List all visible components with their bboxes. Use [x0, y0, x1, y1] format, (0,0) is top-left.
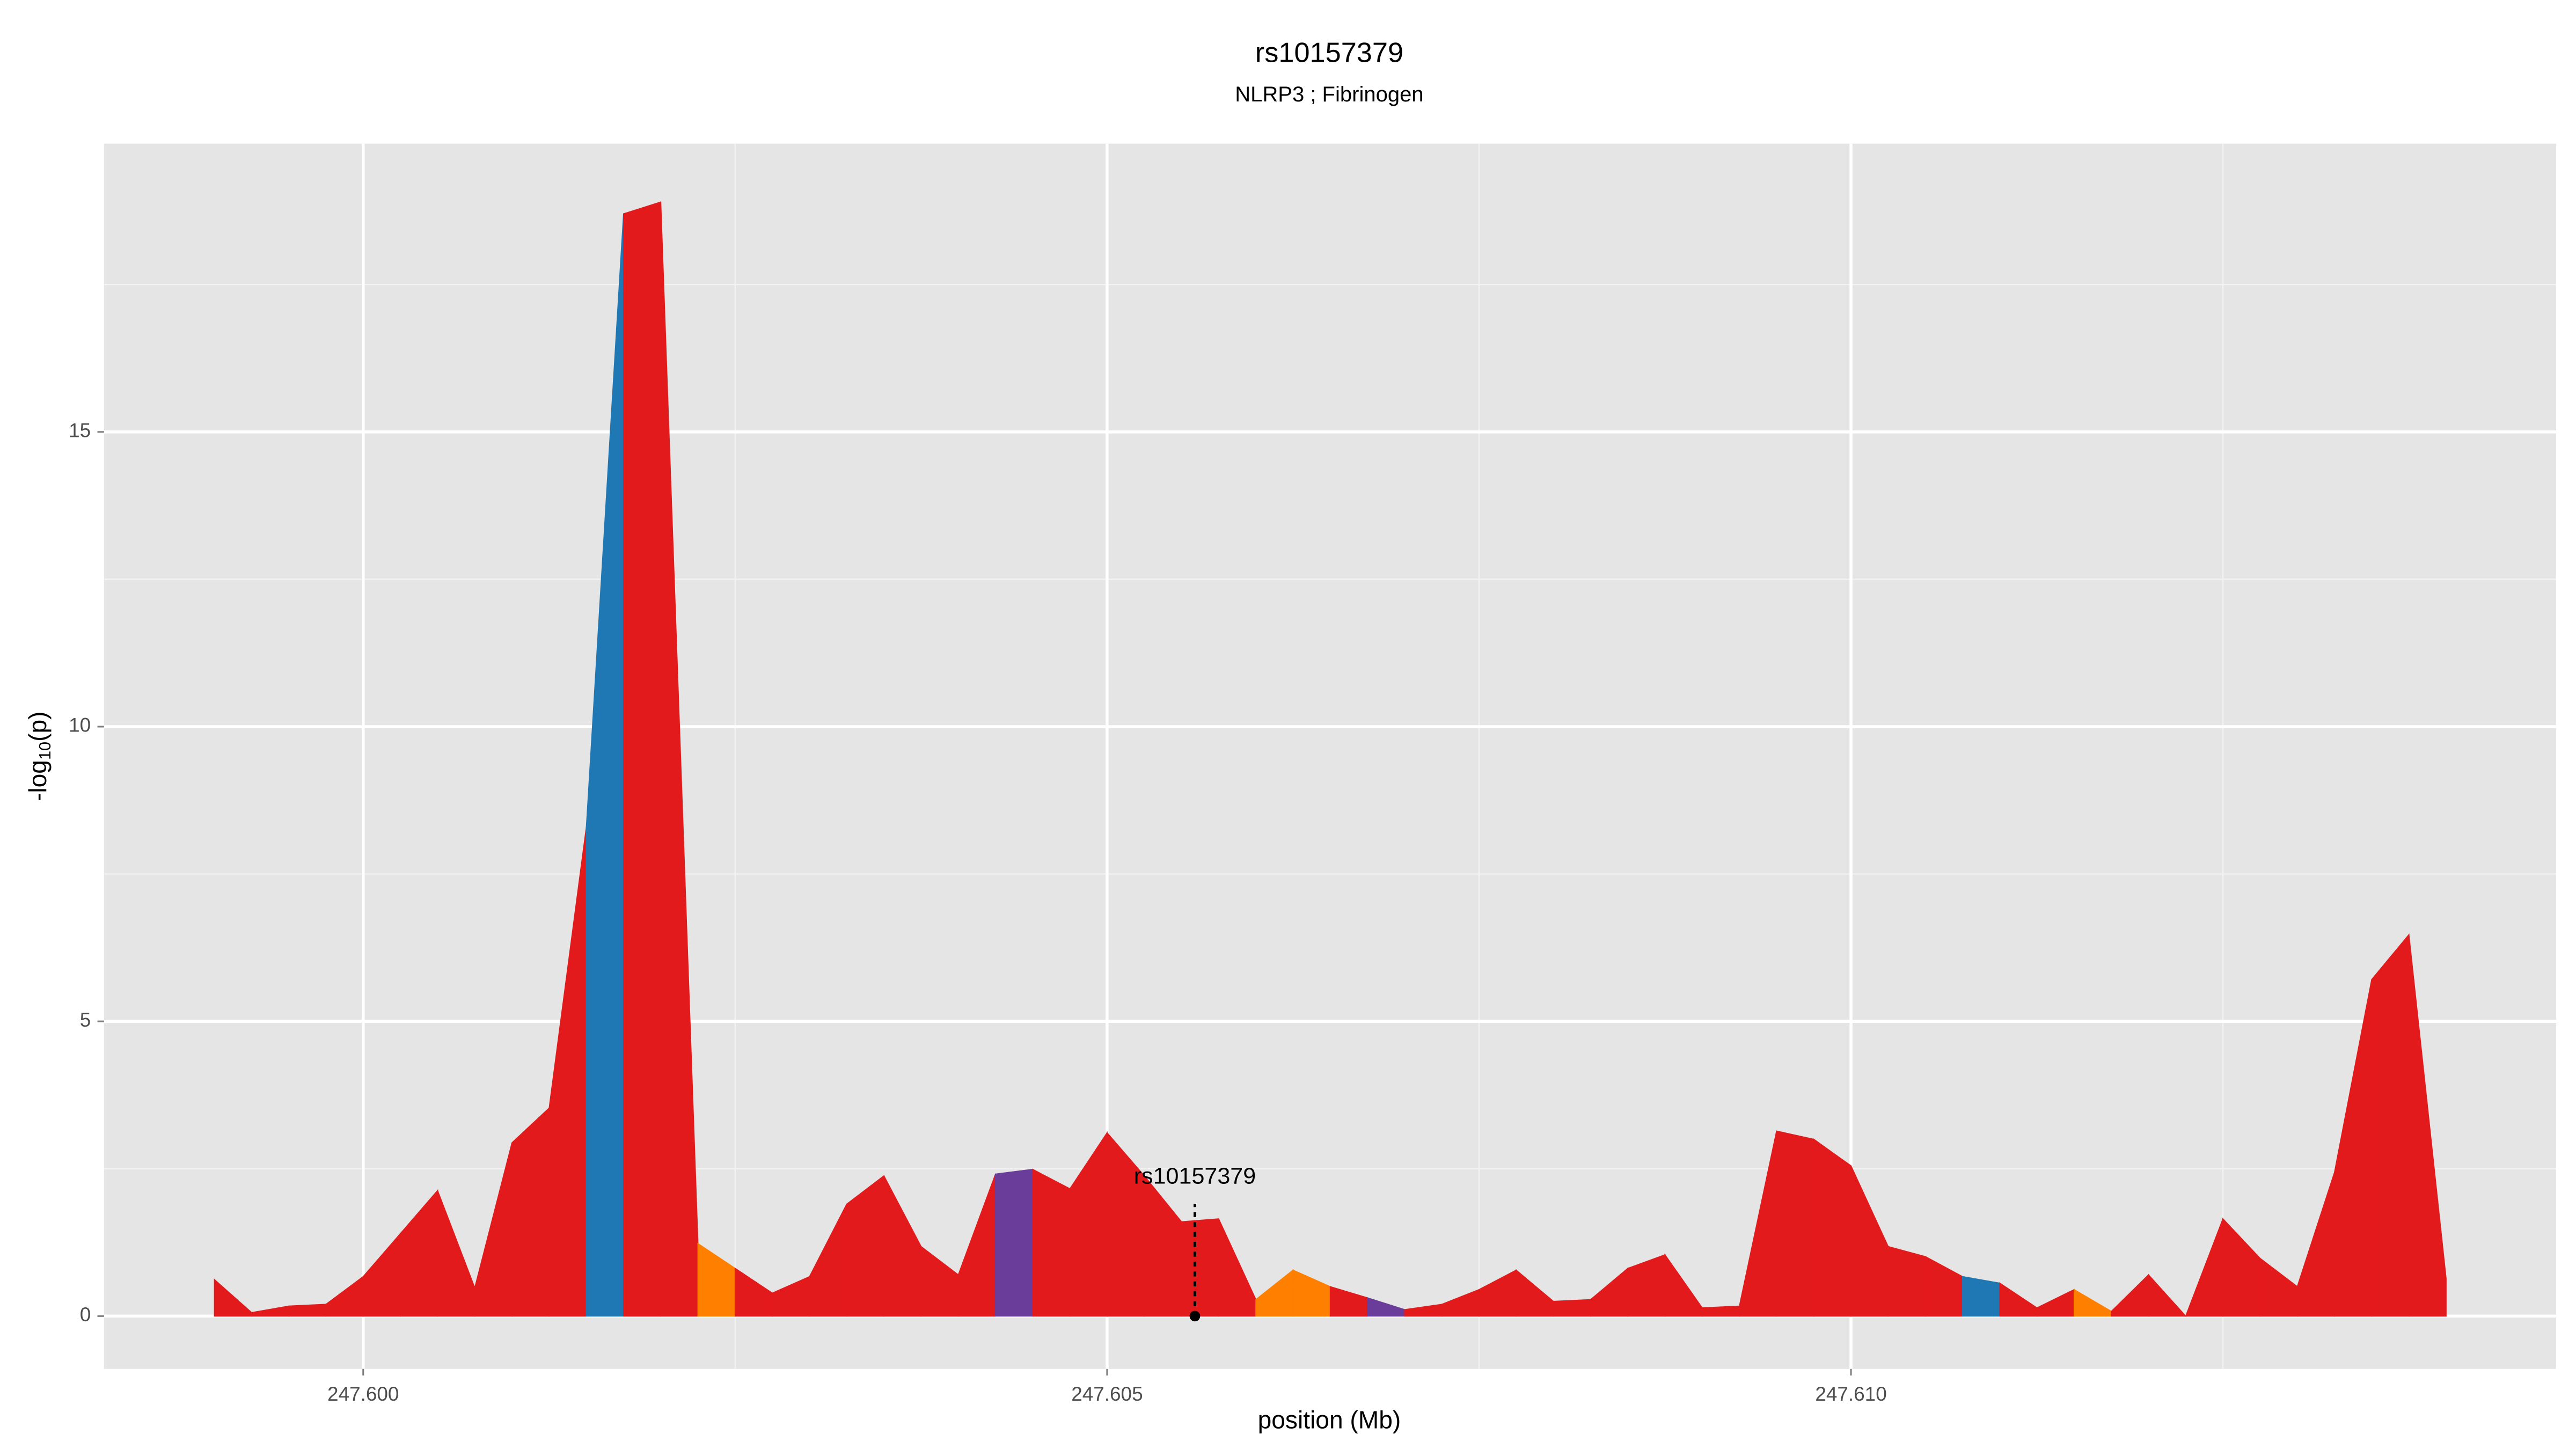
y-axis-label: -log10(p): [24, 711, 54, 801]
annotation-point: [1189, 1311, 1201, 1322]
area-segment: [1887, 1246, 1926, 1317]
x-tick-label: 247.605: [1071, 1383, 1143, 1405]
x-tick-label: 247.600: [327, 1383, 399, 1405]
area-segment: [1553, 1299, 1591, 1317]
y-label-base: -log: [24, 760, 52, 801]
area-segment: [1032, 1168, 1071, 1317]
y-label-rest: (p): [24, 711, 52, 741]
area-segment: [995, 1168, 1034, 1317]
y-tick-label: 0: [80, 1304, 91, 1326]
area-segment: [2148, 1274, 2187, 1317]
chart-subtitle: NLRP3 ; Fibrinogen: [1235, 83, 1423, 106]
area-segment: [1962, 1276, 2001, 1317]
area-segment: [1701, 1305, 1740, 1317]
y-tick-label: 10: [69, 714, 91, 736]
area-segment: [2408, 934, 2447, 1317]
area-segment: [1776, 1130, 1814, 1317]
annotation-label: rs10157379: [1134, 1163, 1256, 1189]
x-tick-label: 247.610: [1815, 1383, 1886, 1405]
area-segment: [511, 1107, 550, 1317]
annotation-group: rs10157379: [1134, 1163, 1256, 1322]
area-segment: [623, 201, 662, 1317]
area-segment: [1813, 1138, 1851, 1317]
plot-panel: [104, 143, 2557, 1369]
area-segment: [1181, 1218, 1219, 1317]
area-segment: [288, 1304, 327, 1317]
area: [214, 201, 2447, 1317]
y-tick-label: 15: [69, 420, 91, 442]
x-axis-label: position (Mb): [1258, 1406, 1401, 1433]
chart-title: rs10157379: [1255, 37, 1403, 68]
y-label-subscript: 10: [35, 742, 54, 760]
area-segment: [2371, 933, 2410, 1317]
y-tick-label: 5: [80, 1009, 91, 1031]
